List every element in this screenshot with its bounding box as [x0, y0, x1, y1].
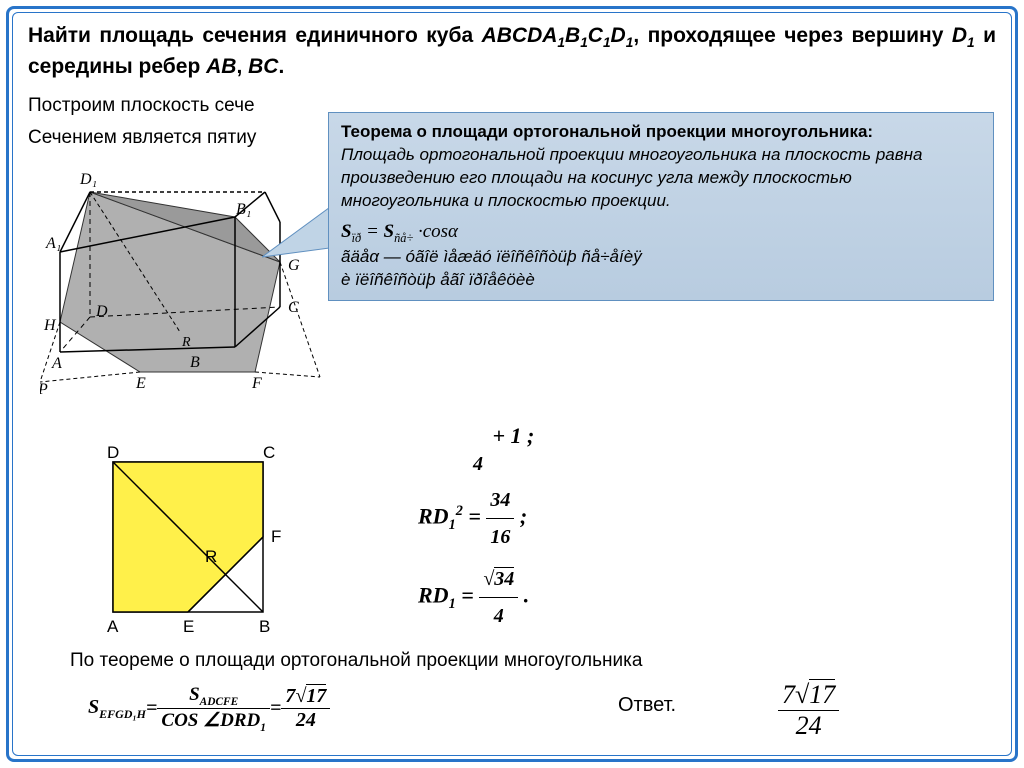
answer-value: 7√17 24 — [778, 680, 839, 741]
theorem-gibber1: ãäåα — óãîë ìåæäó ïëîñêîñòüþ ñå÷åíèÿ — [341, 246, 981, 269]
theorem-callout: Теорема о площади ортогональной проекции… — [328, 112, 994, 301]
svg-text:B: B — [259, 617, 270, 636]
svg-text:F: F — [271, 527, 281, 546]
svg-text:H: H — [43, 317, 57, 334]
calc-line3: RD1 = √344 . — [418, 561, 768, 634]
svg-text:E: E — [183, 617, 194, 636]
svg-text:B₁: B₁ — [236, 201, 251, 218]
svg-text:R: R — [205, 547, 217, 566]
svg-text:D₁: D₁ — [79, 171, 97, 188]
theorem-body: Площадь ортогональной проекции многоугол… — [341, 144, 981, 213]
answer-label: Ответ. — [618, 694, 676, 717]
svg-text:C: C — [288, 299, 299, 316]
final-formula: SEFGD₁H = SADCFE COS ∠DRD1 = 7√17 24 — [88, 684, 330, 734]
projection-theorem-ref: По теореме о площади ортогональной проек… — [70, 650, 642, 672]
svg-text:F: F — [251, 375, 262, 392]
svg-text:R: R — [181, 335, 191, 350]
square-figure: D C F R A E B — [93, 442, 293, 652]
callout-pointer — [262, 202, 337, 262]
problem-title: Найти площадь сечения единичного куба AB… — [28, 22, 996, 81]
calculation-block: 4 + 1 ; RD12 = 3416 ; RD1 = √344 . — [418, 410, 768, 634]
svg-text:A: A — [107, 617, 119, 636]
theorem-formula: Sïð = Sñå÷ ·cosα — [341, 219, 981, 246]
svg-text:E: E — [135, 375, 146, 392]
cube-figure: D₁ A₁ B₁ G C D H A E B F R P — [40, 152, 330, 397]
svg-text:P: P — [40, 381, 48, 397]
svg-text:D: D — [95, 303, 108, 320]
svg-text:D: D — [107, 443, 119, 462]
svg-text:A₁: A₁ — [45, 235, 61, 252]
svg-text:A: A — [51, 355, 62, 372]
theorem-gibber2: è ïëîñêîñòüþ åãî ïðîåêöèè — [341, 269, 981, 292]
calc-line2: RD12 = 3416 ; — [418, 482, 768, 555]
calc-line-frag: 4 + 1 ; — [458, 410, 768, 482]
slide-content: Найти площадь сечения единичного куба AB… — [28, 22, 996, 746]
svg-text:C: C — [263, 443, 275, 462]
svg-text:B: B — [190, 354, 200, 371]
theorem-title: Теорема о площади ортогональной проекции… — [341, 121, 981, 144]
